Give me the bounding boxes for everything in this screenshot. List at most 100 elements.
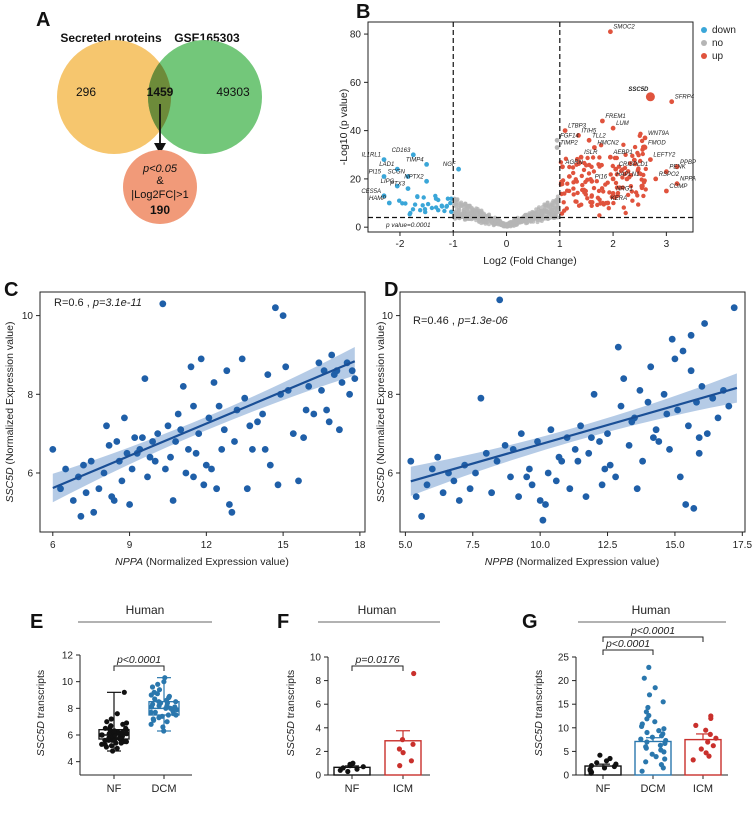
c-data-point xyxy=(144,473,151,481)
panel-g-data-point xyxy=(690,757,696,763)
panel-a: A Secreted proteins GSE165303 296 1459 4… xyxy=(36,9,262,224)
panel-f-data-point xyxy=(345,768,351,775)
volcano-point-up xyxy=(597,213,602,218)
d-data-point xyxy=(698,383,706,390)
c-data-point xyxy=(208,465,215,473)
c-y-tick-label: 6 xyxy=(27,468,33,479)
volcano-point-labelled xyxy=(456,166,461,172)
legend-up-marker xyxy=(701,53,707,59)
scatter-d-p-value: p=1.3e-06 xyxy=(457,315,509,327)
volcano-point-labelled xyxy=(608,154,613,160)
panel-g-data-point xyxy=(652,719,658,725)
volcano-point-ns xyxy=(461,204,466,209)
volcano-point-labelled xyxy=(610,176,616,182)
c-data-point xyxy=(128,465,136,473)
volcano-point-down xyxy=(429,205,435,211)
c-data-point xyxy=(218,446,226,453)
volcano-point-up xyxy=(629,189,635,194)
d-data-point xyxy=(687,331,695,339)
volcano-point-up xyxy=(637,133,642,138)
panel-f-y-tick-label: 0 xyxy=(315,771,321,782)
panel-e-data-point xyxy=(160,724,166,730)
volcano-point-labelled xyxy=(386,200,392,206)
volcano-point-labelled xyxy=(653,176,659,182)
c-data-point xyxy=(241,394,249,402)
c-data-point xyxy=(249,446,256,453)
volcano-point-labelled xyxy=(394,166,400,172)
c-data-point xyxy=(174,410,182,418)
panel-e-data-point xyxy=(164,719,170,725)
d-data-point xyxy=(482,449,490,457)
c-data-point xyxy=(282,363,290,371)
volcano-point-labelled xyxy=(613,166,619,172)
d-data-point xyxy=(418,512,425,520)
c-x-tick-label: 15 xyxy=(278,540,290,551)
venn-left-circle xyxy=(57,40,171,154)
volcano-point-labelled xyxy=(664,169,669,175)
volcano-gene-label: LEFTY2 xyxy=(653,153,676,159)
volcano-gene-label: SCGN xyxy=(388,170,406,176)
scatter-c-y-gene: SSC5D xyxy=(4,467,16,502)
volcano-point-up xyxy=(622,171,628,177)
d-x-tick-label: 7.5 xyxy=(466,540,480,551)
volcano-point-labelled xyxy=(664,188,669,194)
c-data-point xyxy=(169,497,177,504)
scatter-d-x-axis-label: NPPB (Normalized Expression value) xyxy=(485,556,659,568)
volcano-point-up xyxy=(561,200,566,205)
d-data-point xyxy=(636,387,644,394)
d-data-point xyxy=(617,402,625,410)
panel-g-significance-bracket xyxy=(602,636,704,642)
scatter-c-axes: 6 9 12 15 18 6 8 10 xyxy=(22,311,366,551)
threshold-p-label: p value=0.0001 xyxy=(385,222,431,229)
panel-g-plot-layer xyxy=(584,636,722,776)
volcano-point-up xyxy=(643,166,648,172)
volcano-x-tick-label: -2 xyxy=(396,239,405,250)
scatter-c-point-layer xyxy=(49,300,359,520)
volcano-point-ns xyxy=(456,213,461,217)
panel-e-data-point xyxy=(156,699,162,705)
d-data-point xyxy=(577,422,584,430)
volcano-point-up xyxy=(623,152,628,157)
volcano-point-labelled xyxy=(600,118,605,124)
volcano-point-up xyxy=(595,202,600,208)
c-data-point xyxy=(346,390,353,398)
panel-f-y-tick-label: 2 xyxy=(315,747,321,758)
volcano-point-ns xyxy=(537,205,541,210)
volcano-gene-label: NPPA xyxy=(680,177,696,183)
panel-f-data-point xyxy=(410,741,416,747)
panel-e-data-point xyxy=(162,675,168,681)
d-data-point xyxy=(628,418,636,426)
volcano-point-up xyxy=(583,192,588,197)
d-data-point xyxy=(666,446,673,453)
panel-f-y-gene: SSC5D xyxy=(285,721,297,756)
volcano-point-ns xyxy=(535,220,540,225)
panel-f-category-label: NF xyxy=(345,783,360,795)
panel-g-data-point xyxy=(643,709,650,715)
d-data-point xyxy=(423,481,431,489)
volcano-point-ns xyxy=(479,213,484,218)
venn-left-title: Secreted proteins xyxy=(60,31,162,45)
panel-g-data-point xyxy=(607,755,613,762)
volcano-point-up xyxy=(638,171,643,177)
c-data-point xyxy=(77,512,85,520)
c-data-point xyxy=(141,375,149,382)
c-regression-line xyxy=(52,360,356,490)
volcano-gene-label: LUM xyxy=(616,121,629,127)
panel-e-data-point xyxy=(152,696,158,702)
d-data-point xyxy=(488,489,495,497)
volcano-point-down xyxy=(444,203,450,209)
panel-g-data-point xyxy=(652,685,658,691)
c-data-point xyxy=(259,410,266,418)
panel-g-data-point xyxy=(649,751,655,757)
panel-g-data-point xyxy=(643,744,649,750)
volcano-point-up xyxy=(610,163,615,169)
d-data-point xyxy=(526,465,533,473)
c-data-point xyxy=(205,414,213,422)
volcano-gene-label: IL1RL1 xyxy=(362,153,381,159)
c-data-point xyxy=(131,434,139,441)
c-data-point xyxy=(118,477,126,485)
panel-e-data-point xyxy=(161,728,167,734)
panel-f: F Human 0 2 4 6 8 10 NF ICM SSC5D transcripts p… xyxy=(277,603,440,795)
d-data-point xyxy=(612,473,619,481)
d-data-point xyxy=(695,434,703,441)
